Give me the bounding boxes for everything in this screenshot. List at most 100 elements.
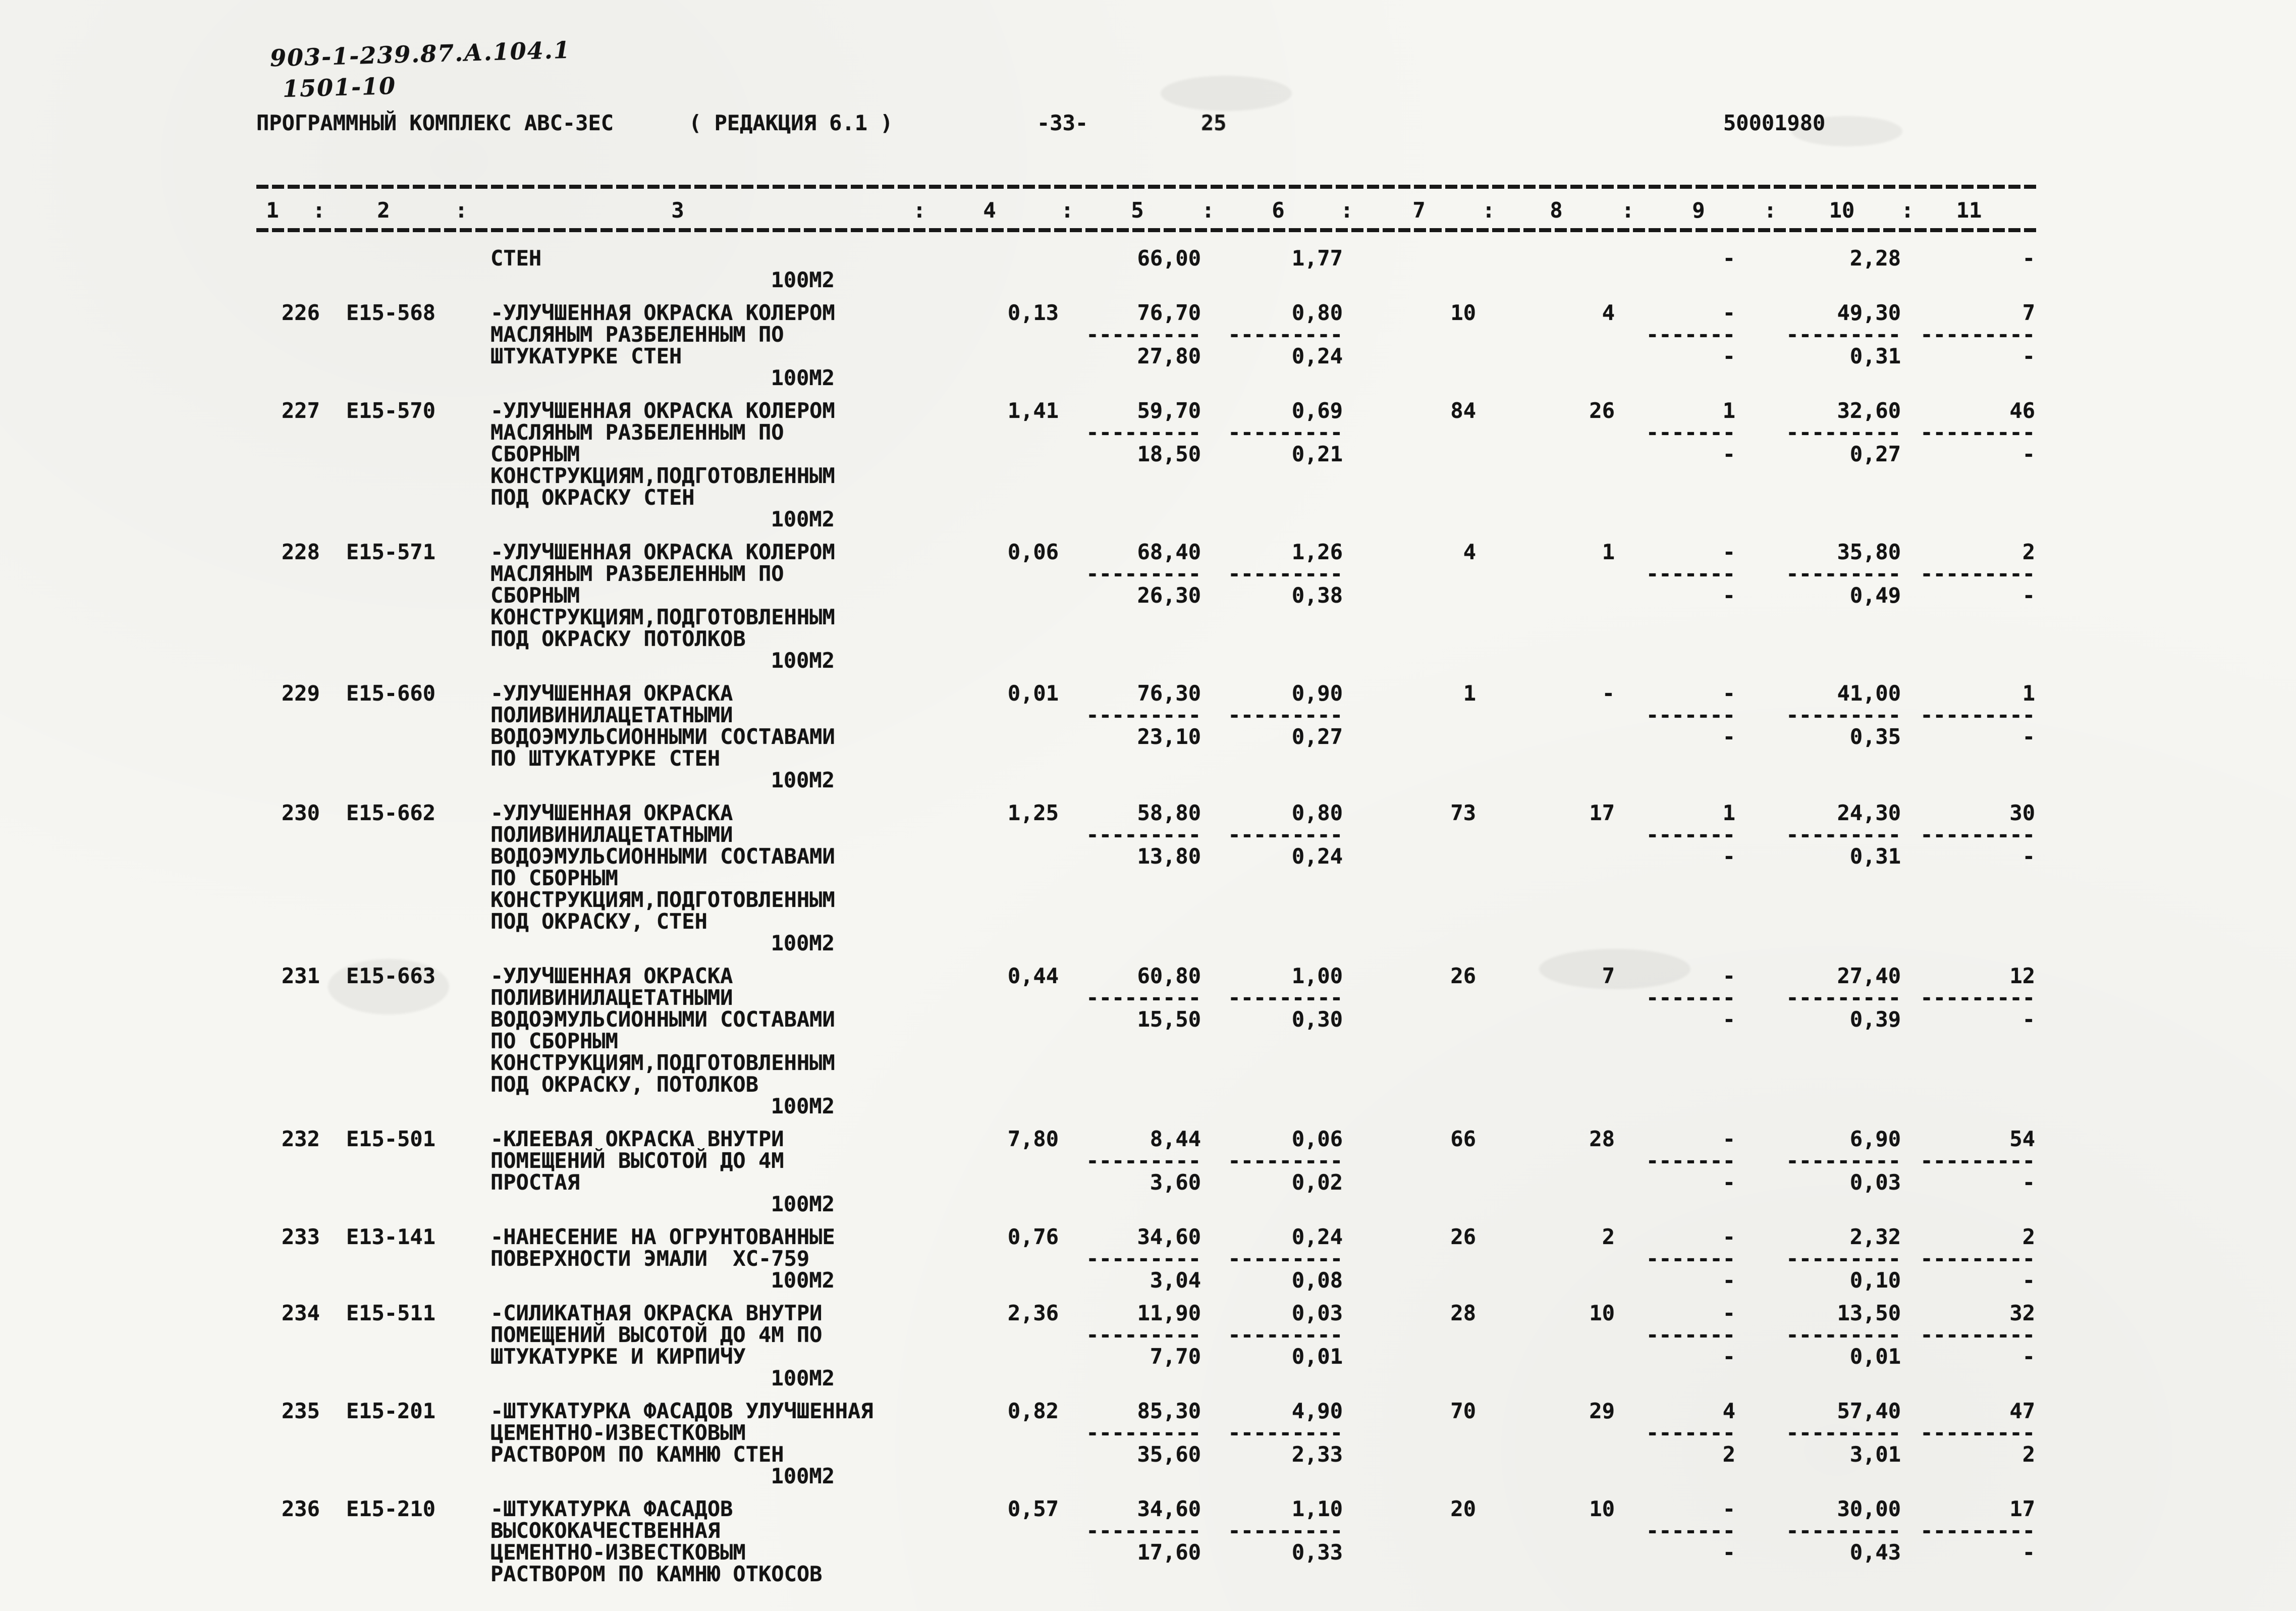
- column-c4: 7,80: [892, 1128, 1059, 1193]
- cell-value: 6,90: [1849, 1126, 1901, 1151]
- cell-value: 0,35: [1849, 724, 1901, 749]
- column-c7: 4: [1309, 541, 1476, 606]
- column-c7: 28: [1309, 1302, 1476, 1367]
- description: -ШТУКАТУРКА ФАСАДОВ УЛУЧШЕННАЯ ЦЕМЕНТНО-И…: [490, 1400, 873, 1488]
- cell-value: 1: [2022, 681, 2035, 706]
- cell-value: 0,24: [1291, 844, 1343, 869]
- cell-value: 7: [1602, 963, 1615, 988]
- cell-value: 15,50: [1137, 1007, 1201, 1032]
- cell-spacer: [892, 704, 1059, 726]
- cell-value: 7,80: [1007, 1126, 1059, 1151]
- column-number: 6: [1272, 198, 1285, 223]
- dash-rule: ---------: [1228, 1322, 1343, 1347]
- column-c9: - ------- -: [1569, 541, 1735, 606]
- dash-rule: -------: [1646, 1420, 1735, 1445]
- cell-spacer: [892, 1008, 1059, 1030]
- cell-value: 0,80: [1291, 800, 1343, 825]
- description-line: ПОВЕРХНОСТИ ЭМАЛИ ХС-759: [490, 1246, 810, 1271]
- column-c5: 76,30 --------- 23,10: [1034, 682, 1201, 747]
- column-c11: 46 --------- -: [1869, 400, 2035, 465]
- dash-rule: ---------: [1228, 1518, 1343, 1543]
- dash-rule: ---------: [1786, 1322, 1901, 1347]
- column-c11: -: [1869, 247, 2035, 269]
- cell-value: -: [1722, 583, 1735, 608]
- column-c6: 4,90 --------- 2,33: [1176, 1400, 1343, 1465]
- column-c8: 4: [1448, 302, 1615, 367]
- cell-value: 0,02: [1291, 1170, 1343, 1195]
- column-c6: 0,80 --------- 0,24: [1176, 302, 1343, 367]
- description-line: РАСТВОРОМ ПО КАМНЮ СТЕН: [490, 1442, 784, 1467]
- column-c5: 66,00: [1034, 247, 1201, 269]
- column-c9: - ------- -: [1569, 1302, 1735, 1367]
- column-c5: 34,60 --------- 3,04: [1034, 1226, 1201, 1291]
- column-c7: 84: [1309, 400, 1476, 465]
- description-line: -НАНЕСЕНИЕ НА ОГРУНТОВАННЫЕ: [490, 1224, 835, 1249]
- cell-value: 35,80: [1837, 540, 1901, 564]
- cell-value: 12: [2009, 963, 2035, 988]
- cell-spacer: [892, 1346, 1059, 1367]
- cell-spacer: [892, 726, 1059, 747]
- column-c9: -: [1569, 247, 1735, 269]
- column-c8: 10: [1448, 1498, 1615, 1563]
- cell-value: -: [1722, 1007, 1735, 1032]
- dash-rule: ---------: [1228, 822, 1343, 847]
- cell-value: 0,49: [1849, 583, 1901, 608]
- column-c7: 73: [1309, 802, 1476, 867]
- cell-value: -: [1722, 1224, 1735, 1249]
- column-c5: 34,60 --------- 17,60: [1034, 1498, 1201, 1563]
- column-number: 3: [671, 198, 684, 223]
- unit-label: 100М2: [771, 507, 835, 531]
- column-number: 2: [377, 198, 390, 223]
- cell-value: 0,03: [1291, 1301, 1343, 1325]
- cell-value: 1,00: [1291, 963, 1343, 988]
- description-line: ЦЕМЕНТНО-ИЗВЕСТКОВЫМ: [490, 1420, 746, 1445]
- column-c9: - ------- -: [1569, 1226, 1735, 1291]
- cell-spacer: [892, 1443, 1059, 1465]
- cell-spacer: [892, 1520, 1059, 1541]
- cell-value: 17: [2009, 1496, 2035, 1521]
- cell-value: 32: [2009, 1301, 2035, 1325]
- column-c4: 1,25: [892, 802, 1059, 867]
- cell-value: -: [1722, 1496, 1735, 1521]
- description-line: -УЛУЧШЕННАЯ ОКРАСКА: [490, 681, 733, 706]
- column-c5: 59,70 --------- 18,50: [1034, 400, 1201, 465]
- cell-value: 76,70: [1137, 300, 1201, 325]
- cell-value: -: [1722, 246, 1735, 271]
- cell-value: 73: [1450, 800, 1476, 825]
- column-c10: 13,50 --------- 0,01: [1734, 1302, 1901, 1367]
- column-c4: 2,36: [892, 1302, 1059, 1367]
- row-number: 231: [282, 963, 320, 988]
- description-line: КОНСТРУКЦИЯМ,ПОДГОТОВЛЕННЫМ: [490, 887, 835, 912]
- cell-value: 57,40: [1837, 1399, 1901, 1423]
- cell-spacer: [892, 1248, 1059, 1269]
- cell-value: -: [1722, 724, 1735, 749]
- handwritten-sheet-number: 1501-10: [282, 72, 397, 103]
- dash-rule: -------: [1646, 822, 1735, 847]
- handwritten-doc-number: 903-1-239.87.А.104.1: [269, 36, 571, 72]
- cell-value: 66: [1450, 1126, 1476, 1151]
- column-c6: 1,10 --------- 0,33: [1176, 1498, 1343, 1563]
- cell-value: 18,50: [1137, 442, 1201, 466]
- dash-rule: ---------: [1086, 561, 1201, 586]
- dash-rule: ---------: [1228, 985, 1343, 1010]
- unit-label: 100М2: [771, 1464, 835, 1488]
- dash-rule: ---------: [1228, 322, 1343, 347]
- row-number: 227: [282, 398, 320, 423]
- column-c7: 70: [1309, 1400, 1476, 1465]
- cell-value: 0,10: [1849, 1268, 1901, 1293]
- cell-value: 0,57: [1007, 1496, 1059, 1521]
- cell-value: 0,06: [1007, 540, 1059, 564]
- cell-value: 26: [1450, 963, 1476, 988]
- column-separator: :: [913, 198, 926, 223]
- column-c11: 2 --------- -: [1869, 1226, 2035, 1291]
- cell-value: 30: [2009, 800, 2035, 825]
- scan-smudge: [328, 959, 449, 1014]
- cell-value: -: [2022, 583, 2035, 608]
- column-c9: - ------- -: [1569, 302, 1735, 367]
- column-c11: 7 --------- -: [1869, 302, 2035, 367]
- document-code: 50001980: [1723, 111, 1826, 135]
- dash-rule: ---------: [1086, 703, 1201, 727]
- description-line: МАСЛЯНЫМ РАЗБЕЛЕННЫМ ПО: [490, 561, 784, 586]
- cell-value: -: [1722, 344, 1735, 368]
- table-entry: 236 Е15-210 -ШТУКАТУРКА ФАСАДОВ ВЫСОКОКАЧЕС…: [0, 1498, 2296, 1585]
